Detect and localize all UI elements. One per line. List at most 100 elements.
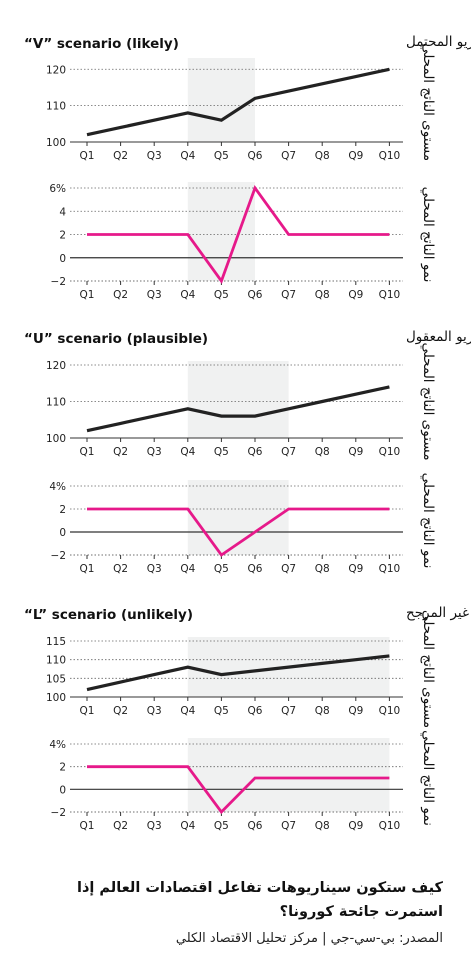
x-tick-label: Q4: [180, 289, 195, 301]
x-tick-label: Q8: [315, 150, 330, 162]
footer-source: المصدر: بي-سي-جي | مركز تحليل الاقتصاد ا…: [175, 931, 443, 946]
x-tick-label: Q2: [113, 563, 128, 575]
x-tick-label: Q2: [113, 446, 128, 458]
y-tick-label: 100: [46, 433, 66, 445]
scenario-title-en: “L” scenario (unlikely): [24, 607, 193, 623]
y-axis-label: نمو الناتج المحلي: [420, 730, 436, 826]
gdp-level-line: [86, 385, 390, 433]
shaded-region: [187, 58, 255, 142]
x-tick-label: Q7: [281, 563, 296, 575]
y-tick-label: 115: [46, 636, 66, 648]
y-axis-label: نمو الناتج المحلي: [420, 473, 436, 569]
x-tick-label: Q4: [180, 563, 195, 575]
gdp-growth-line: [87, 185, 390, 284]
x-tick-label: Q3: [147, 446, 162, 458]
y-tick-label: 0: [59, 784, 66, 796]
x-tick-label: Q6: [248, 563, 263, 575]
x-tick-label: Q6: [248, 820, 263, 832]
y-tick-label: 110: [46, 101, 66, 113]
y-tick-label: 0: [59, 527, 66, 539]
scenario-title-ar: السيناريو غير المرجح: [406, 605, 471, 621]
x-tick-label: Q1: [80, 705, 95, 717]
x-tick-label: Q7: [281, 150, 296, 162]
chart-panel-3: “U” scenario (plausible) السيناريو المعقو…: [24, 329, 471, 461]
y-tick-label: 100: [46, 692, 66, 704]
x-tick-label: Q3: [147, 705, 162, 717]
y-tick-label: 2: [59, 230, 66, 242]
chart-panel-6: −2 0 2 4% Q1 Q2 Q3 Q4 Q5 Q6 Q7 Q8 Q9 Q10 نمو الناتج ال…: [49, 730, 436, 832]
x-tick-label: Q5: [214, 820, 229, 832]
x-tick-label: Q2: [113, 289, 128, 301]
x-tick-label: Q4: [180, 705, 195, 717]
x-tick-label: Q10: [379, 705, 401, 717]
y-tick-label: 100: [46, 137, 66, 149]
x-tick-label: Q10: [379, 820, 401, 832]
y-tick-label: 4%: [49, 739, 66, 751]
gdp-growth-line: [87, 765, 390, 815]
x-tick-label: Q5: [214, 563, 229, 575]
x-tick-label: Q6: [248, 705, 263, 717]
scenario-title-ar: السيناريو المحتمل: [406, 34, 471, 50]
gdp-level-line: [86, 654, 390, 692]
chart-panel-1: “V” scenario (likely) السيناريو المحتمل 10…: [24, 34, 471, 162]
x-tick-label: Q9: [348, 705, 363, 717]
y-axis-label: مستوى الناتج المحلي: [420, 610, 436, 728]
y-tick-label: −2: [51, 276, 66, 288]
x-tick-label: Q5: [214, 289, 229, 301]
y-axis-label: نمو الناتج المحلي: [420, 187, 436, 283]
x-tick-label: Q7: [281, 705, 296, 717]
x-tick-label: Q4: [180, 820, 195, 832]
x-tick-label: Q6: [248, 289, 263, 301]
x-tick-label: Q2: [113, 820, 128, 832]
footer-title: كيف ستكون سيناريوهات تفاعل اقتصادات العا…: [77, 880, 443, 920]
x-tick-label: Q7: [281, 446, 296, 458]
x-tick-label: Q3: [147, 289, 162, 301]
y-tick-label: 110: [46, 397, 66, 409]
x-tick-label: Q4: [180, 150, 195, 162]
x-tick-label: Q10: [379, 446, 401, 458]
x-tick-label: Q8: [315, 289, 330, 301]
x-tick-label: Q5: [214, 446, 229, 458]
x-tick-label: Q1: [80, 446, 95, 458]
x-tick-label: Q8: [315, 820, 330, 832]
x-tick-label: Q5: [214, 150, 229, 162]
x-tick-label: Q8: [315, 705, 330, 717]
y-axis-label: مستوى الناتج المحلي: [420, 342, 436, 460]
y-tick-label: 4%: [49, 481, 66, 493]
gdp-level-line: [86, 67, 390, 137]
x-tick-label: Q10: [379, 150, 401, 162]
x-tick-label: Q7: [281, 820, 296, 832]
x-tick-label: Q1: [80, 150, 95, 162]
x-tick-label: Q3: [147, 563, 162, 575]
y-tick-label: 110: [46, 655, 66, 667]
x-tick-label: Q7: [281, 289, 296, 301]
scenario-title-en: “U” scenario (plausible): [24, 331, 208, 347]
y-tick-label: 0: [59, 253, 66, 265]
footer: كيف ستكون سيناريوهات تفاعل اقتصادات العا…: [23, 876, 443, 950]
gdp-growth-line: [87, 507, 390, 557]
x-tick-label: Q9: [348, 446, 363, 458]
x-tick-label: Q1: [80, 289, 95, 301]
x-tick-label: Q2: [113, 150, 128, 162]
y-tick-label: −2: [51, 807, 66, 819]
y-tick-label: 2: [59, 762, 66, 774]
y-tick-label: 4: [59, 206, 66, 218]
x-tick-label: Q2: [113, 705, 128, 717]
y-tick-label: −2: [51, 550, 66, 562]
shaded-region: [187, 361, 289, 438]
shaded-region: [187, 738, 390, 812]
x-tick-label: Q1: [80, 563, 95, 575]
x-tick-label: Q3: [147, 820, 162, 832]
shaded-region: [187, 182, 255, 281]
x-tick-label: Q9: [348, 563, 363, 575]
y-tick-label: 6%: [49, 183, 66, 195]
x-tick-label: Q9: [348, 820, 363, 832]
x-tick-label: Q9: [348, 150, 363, 162]
scenario-charts: “V” scenario (likely) السيناريو المحتمل 10…: [24, 34, 471, 832]
y-tick-label: 105: [46, 673, 66, 685]
x-tick-label: Q10: [379, 289, 401, 301]
chart-panel-5: “L” scenario (unlikely) السيناريو غير الم…: [24, 605, 471, 728]
y-tick-label: 120: [46, 64, 66, 76]
y-tick-label: 2: [59, 504, 66, 516]
